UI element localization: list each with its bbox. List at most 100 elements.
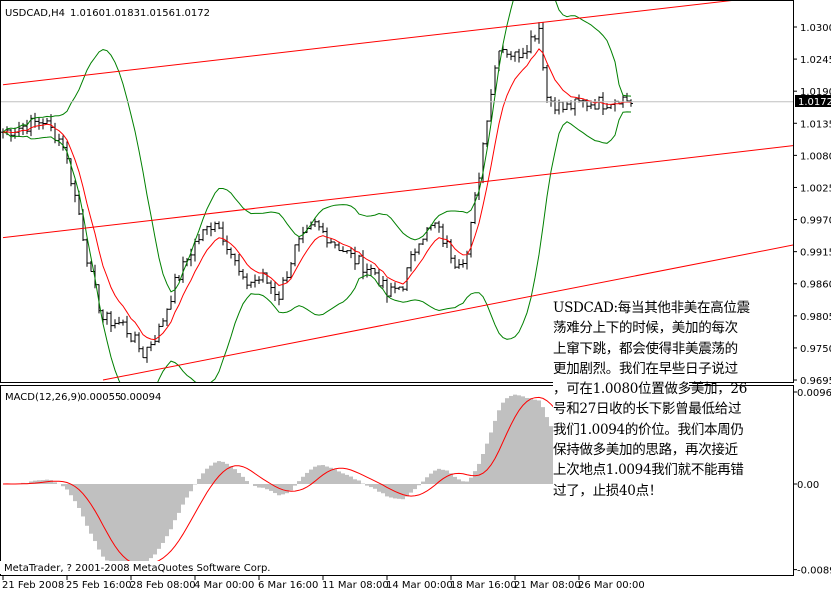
- macd-histogram-bar: [385, 484, 389, 497]
- price-bar: [413, 248, 417, 262]
- copyright-bg: [0, 561, 260, 574]
- price-bar: [221, 221, 225, 246]
- macd-histogram-bar: [313, 466, 317, 484]
- price-bar: [249, 281, 253, 288]
- trendline: [2, 1, 732, 86]
- price-tick-label: 1.0135: [800, 119, 831, 130]
- macd-histogram-bar: [85, 484, 89, 526]
- macd-signal-value: 0.00094: [120, 392, 161, 403]
- macd-histogram-bar: [145, 484, 149, 562]
- price-bar: [597, 96, 601, 110]
- price-bar: [533, 34, 537, 42]
- price-bar: [229, 247, 233, 259]
- price-bar: [297, 236, 301, 252]
- macd-histogram-bar: [513, 394, 517, 484]
- time-tick-label: 11 Mar 08:00: [322, 580, 389, 591]
- macd-histogram-bar: [273, 484, 277, 494]
- price-bar: [137, 332, 141, 353]
- macd-histogram-bar: [241, 476, 245, 484]
- price-bar: [529, 30, 533, 54]
- price-bar: [285, 271, 289, 283]
- macd-histogram-bar: [545, 417, 549, 484]
- macd-histogram-bar: [449, 473, 453, 484]
- macd-tick-label: -0.00896: [797, 566, 831, 577]
- macd-histogram-bar: [417, 484, 421, 486]
- macd-histogram-bar: [497, 410, 501, 484]
- macd-histogram-bar: [329, 467, 333, 484]
- price-bar: [473, 192, 477, 225]
- price-bar: [609, 104, 613, 109]
- price-bar: [133, 331, 137, 343]
- price-bar: [45, 117, 49, 125]
- price-bar: [453, 254, 457, 269]
- price-bar: [613, 99, 617, 112]
- macd-histogram-bar: [169, 484, 173, 530]
- macd-histogram-bar: [129, 484, 133, 566]
- macd-histogram-bar: [309, 469, 313, 484]
- macd-histogram-bar: [93, 484, 97, 542]
- macd-histogram-bar: [373, 484, 377, 489]
- price-bar: [625, 92, 629, 102]
- macd-histogram-bar: [61, 484, 65, 487]
- macd-histogram-bar: [357, 480, 361, 484]
- price-bar: [149, 341, 153, 352]
- price-bar: [369, 264, 373, 276]
- macd-histogram-bar: [177, 484, 181, 513]
- macd-histogram-bar: [301, 476, 305, 484]
- macd-histogram-bar: [325, 466, 329, 484]
- price-bar: [289, 262, 293, 280]
- macd-histogram-bar: [101, 484, 105, 557]
- macd-histogram-bar: [37, 480, 41, 484]
- price-tick-label: 0.9695: [800, 376, 831, 387]
- price-bar: [217, 221, 221, 230]
- price-bar: [277, 291, 281, 306]
- price-bar: [9, 129, 13, 142]
- price-bar: [157, 323, 161, 343]
- price-bar: [337, 241, 341, 252]
- macd-histogram-bar: [317, 465, 321, 484]
- macd-histogram-bar: [65, 484, 69, 490]
- macd-histogram-bar: [445, 470, 449, 484]
- macd-histogram-bar: [257, 484, 261, 488]
- macd-histogram-bar: [525, 397, 529, 484]
- price-bar: [125, 315, 129, 338]
- time-tick-label: 25 Feb 16:00: [66, 580, 132, 591]
- macd-histogram-bar: [493, 420, 497, 484]
- price-bar: [141, 346, 145, 359]
- macd-histogram-bar: [461, 481, 465, 484]
- header-high: 1.0183: [105, 8, 140, 19]
- macd-histogram-bar: [133, 484, 137, 565]
- macd-histogram-bar: [409, 484, 413, 493]
- macd-histogram-bar: [533, 399, 537, 484]
- macd-histogram-bar: [421, 481, 425, 484]
- note-line: 上窜下跳，都会使得非美震荡的: [553, 340, 738, 357]
- price-bar: [181, 256, 185, 283]
- macd-histogram-bar: [69, 484, 73, 496]
- macd-histogram-bar: [521, 396, 525, 484]
- price-bar: [397, 286, 401, 291]
- macd-histogram-bar: [441, 469, 445, 484]
- macd-histogram-bar: [285, 484, 289, 494]
- current-price-label: 1.0172: [798, 97, 831, 108]
- price-bar: [461, 259, 465, 268]
- macd-histogram-bar: [401, 484, 405, 500]
- macd-histogram-bar: [185, 484, 189, 498]
- note-line: 过了，止损40点！: [553, 482, 662, 499]
- macd-histogram-bar: [269, 484, 273, 491]
- macd-histogram-bar: [245, 481, 249, 484]
- macd-histogram-bar: [161, 484, 165, 543]
- macd-histogram-bar: [337, 471, 341, 484]
- price-bar: [69, 158, 73, 187]
- macd-histogram-bar: [433, 470, 437, 484]
- price-bar: [417, 243, 421, 255]
- price-bar: [17, 121, 21, 138]
- macd-histogram-bar: [349, 476, 353, 484]
- trendline: [2, 145, 793, 239]
- trendline: [102, 244, 793, 381]
- macd-histogram-bar: [165, 484, 169, 537]
- price-tick-label: 1.0300: [800, 23, 831, 34]
